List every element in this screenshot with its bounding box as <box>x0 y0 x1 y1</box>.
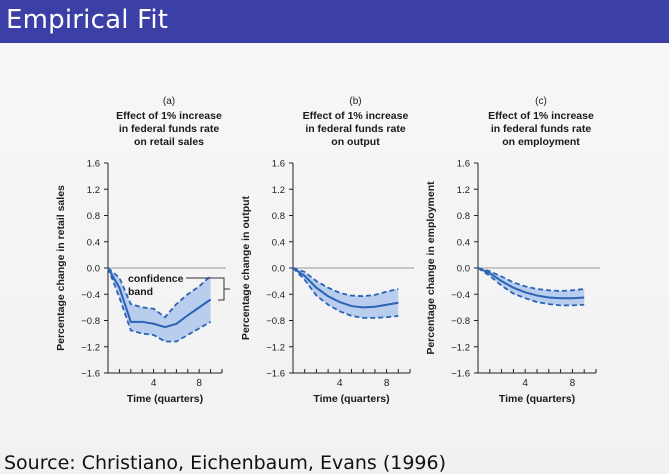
y-tick-label: −1.6 <box>81 369 100 380</box>
chart-title-line: Effect of 1% increase <box>303 110 409 122</box>
y-tick-label: 0.8 <box>272 211 285 222</box>
chart-title-line: in federal funds rate <box>491 123 592 135</box>
upper-bound-line <box>292 267 399 298</box>
y-tick-label: 1.2 <box>87 185 100 196</box>
y-tick-label: −0.8 <box>266 316 285 327</box>
x-tick-label: 8 <box>570 378 576 389</box>
y-tick-label: 1.6 <box>457 159 470 170</box>
y-axis-label: Percentage change in employment <box>425 181 437 355</box>
estimate-line <box>107 267 212 329</box>
x-axis-label: Time (quarters) <box>313 393 389 405</box>
x-tick-label: 4 <box>337 378 343 389</box>
y-tick-label: −1.6 <box>451 369 470 380</box>
lower-bound-line <box>477 267 585 307</box>
chart-title-line: in federal funds rate <box>305 123 406 135</box>
slide-title: Empirical Fit <box>6 5 169 35</box>
x-tick-label: 4 <box>151 378 157 389</box>
y-axis-label: Percentage change in output <box>240 195 252 340</box>
x-tick-label: 8 <box>384 378 390 389</box>
panel-letter: (b) <box>349 96 361 107</box>
panel-letter: (a) <box>163 96 175 107</box>
chart-title-line: on output <box>331 136 380 148</box>
y-tick-label: 0.4 <box>457 237 470 248</box>
confidence-band <box>108 268 211 342</box>
y-tick-label: 0.0 <box>87 264 100 275</box>
y-tick-label: −1.2 <box>451 342 470 353</box>
chart-title-line: in federal funds rate <box>119 123 220 135</box>
x-axis-label: Time (quarters) <box>499 393 575 405</box>
annotation-bracket <box>216 277 225 301</box>
y-tick-label: 0.0 <box>272 264 285 275</box>
y-tick-label: 0.8 <box>457 211 470 222</box>
annotation-text: confidence <box>128 273 184 285</box>
y-tick-label: −1.6 <box>266 369 285 380</box>
slide-content <box>0 43 669 474</box>
panel-letter: (c) <box>535 96 547 107</box>
upper-bound-line <box>107 267 212 319</box>
y-tick-label: 1.6 <box>87 159 100 170</box>
y-tick-label: −1.2 <box>266 342 285 353</box>
lower-bound-line <box>292 267 399 319</box>
chart-title-line: Effect of 1% increase <box>488 110 594 122</box>
chart-title-line: Effect of 1% increase <box>116 110 222 122</box>
lower-bound-line <box>107 267 212 343</box>
y-tick-label: 0.4 <box>87 237 100 248</box>
annotation-text: band <box>128 286 153 298</box>
chart-title-line: on employment <box>502 136 580 148</box>
x-axis-label: Time (quarters) <box>127 393 203 405</box>
chart-title-line: on retail sales <box>134 136 204 148</box>
y-tick-label: −0.4 <box>451 290 470 301</box>
estimate-line <box>477 267 585 300</box>
upper-bound-line <box>477 267 585 292</box>
y-tick-label: −0.4 <box>266 290 285 301</box>
estimate-line <box>292 267 399 309</box>
y-tick-label: −0.8 <box>451 316 470 327</box>
y-tick-label: 0.4 <box>272 237 285 248</box>
y-tick-label: 1.2 <box>457 185 470 196</box>
y-tick-label: −1.2 <box>81 342 100 353</box>
confidence-band <box>293 268 399 318</box>
source-citation: Source: Christiano, Eichenbaum, Evans (1… <box>4 452 447 474</box>
title-bar: Empirical Fit <box>0 0 669 43</box>
y-tick-label: 1.6 <box>272 159 285 170</box>
confidence-band <box>478 268 585 306</box>
x-tick-label: 4 <box>522 378 528 389</box>
y-tick-label: 1.2 <box>272 185 285 196</box>
y-tick-label: −0.4 <box>81 290 100 301</box>
x-tick-label: 8 <box>196 378 202 389</box>
y-tick-label: 0.8 <box>87 211 100 222</box>
y-tick-label: 0.0 <box>457 264 470 275</box>
y-tick-label: −0.8 <box>81 316 100 327</box>
y-axis-label: Percentage change in retail sales <box>55 185 67 351</box>
